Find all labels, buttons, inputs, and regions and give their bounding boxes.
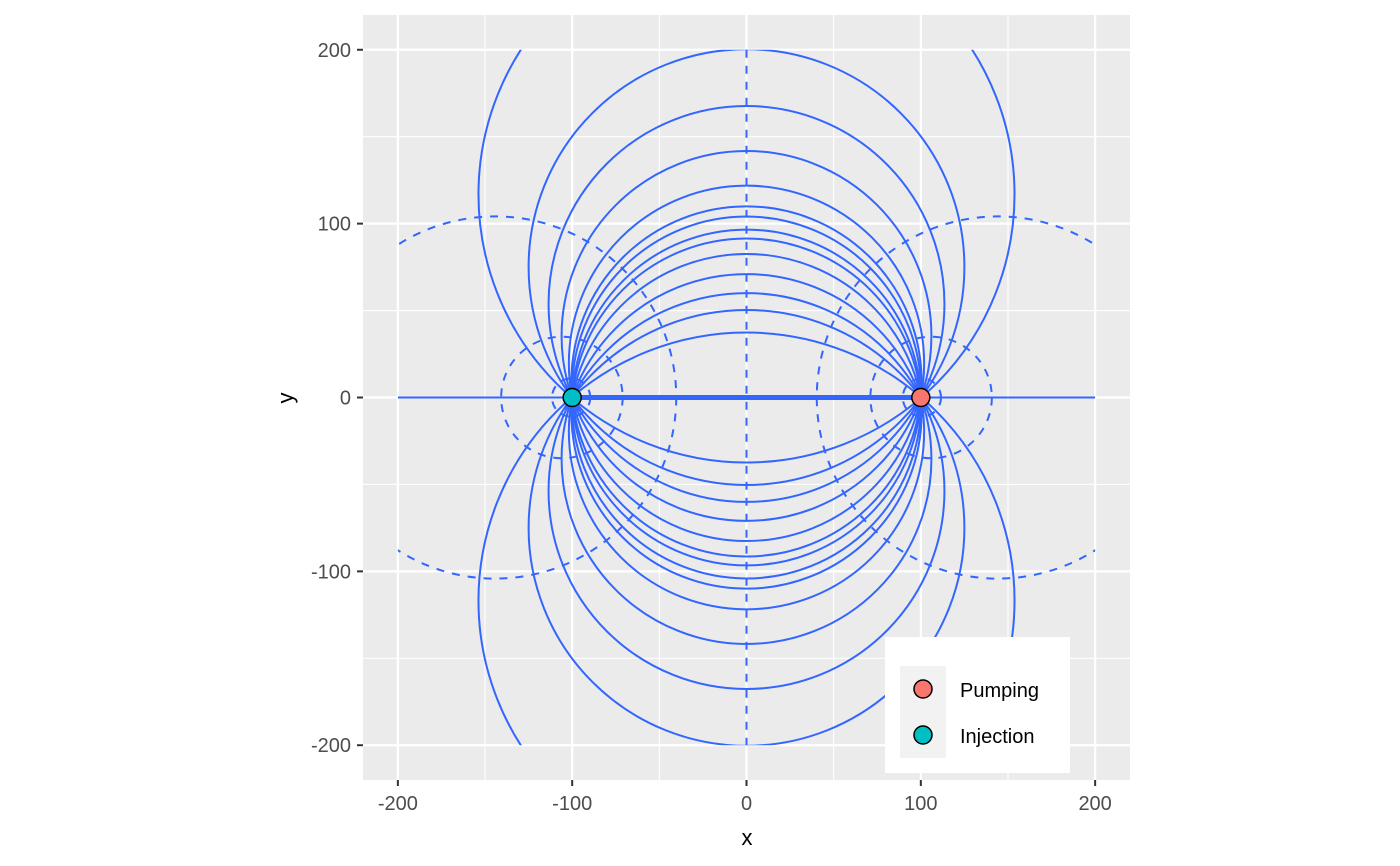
legend-key-pumping (913, 679, 933, 699)
y-tick-label: 0 (340, 388, 351, 410)
x-tick-label: 0 (741, 793, 752, 815)
y-tick-label: -100 (311, 561, 351, 583)
potential-line (815, 215, 1096, 580)
potential-line (500, 335, 624, 460)
x-tick-label: -100 (552, 793, 592, 815)
y-tick-label: 100 (318, 214, 351, 236)
legend-key-injection (913, 725, 933, 745)
y-tick-label: 200 (318, 40, 351, 62)
potential-line (551, 377, 592, 418)
streamline (567, 253, 926, 611)
x-tick-label: 200 (1078, 793, 1111, 815)
x-tick-label: 100 (904, 793, 937, 815)
potential-line (397, 215, 678, 580)
legend-label-injection: Injection (960, 726, 1035, 748)
x-axis-title: x (742, 825, 753, 850)
streamline (570, 237, 923, 590)
potential-line (901, 377, 942, 418)
x-axis: -200 -100 0 100 200 (378, 780, 1112, 815)
potential-line (869, 335, 993, 460)
streamline (477, 331, 1016, 746)
streamline (477, 49, 1016, 464)
streamline (570, 205, 923, 558)
y-tick-label: -200 (311, 735, 351, 757)
legend-label-pumping: Pumping (960, 680, 1039, 702)
well-point-injection (562, 387, 582, 408)
well-points (562, 387, 931, 408)
y-axis: -200 -100 0 100 200 (311, 40, 363, 757)
x-tick-label: -200 (378, 793, 418, 815)
y-axis-title: y (273, 393, 298, 404)
well-point-pumping (911, 387, 931, 408)
legend: Pumping Injection (885, 637, 1070, 773)
